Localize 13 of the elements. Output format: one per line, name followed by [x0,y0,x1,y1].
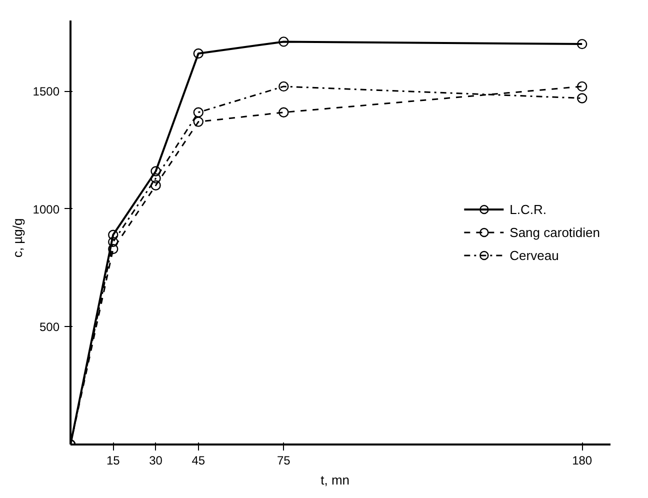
x-tick-label: 75 [276,454,291,468]
y-tick-label: 500 [39,320,60,334]
legend-label: Sang carotidien [510,224,600,240]
y-tick-label: 1500 [32,84,60,99]
x-tick-label: 180 [572,454,592,468]
y-axis-title: c, µg/g [10,218,25,258]
x-tick-label: 45 [192,454,206,468]
x-axis-title: t, mn [320,472,350,488]
legend-label: L.C.R. [510,202,546,216]
y-tick-label: 1000 [32,202,60,216]
legend-label: Cerveau [510,248,559,262]
x-tick-label: 15 [106,454,120,468]
x-tick-label: 30 [149,454,163,468]
